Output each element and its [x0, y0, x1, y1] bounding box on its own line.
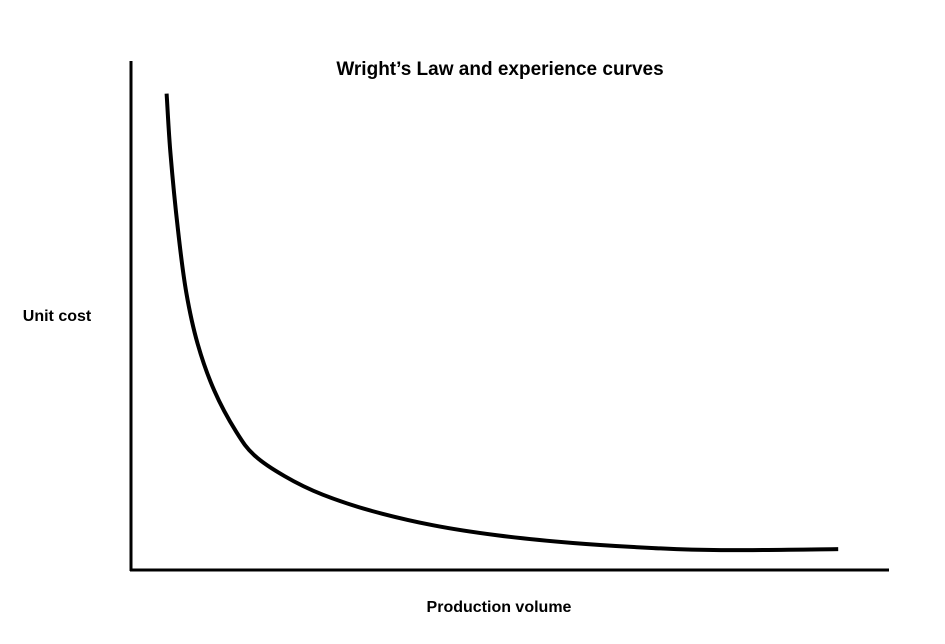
- y-axis-label: Unit cost: [23, 308, 92, 325]
- chart-title: Wright’s Law and experience curves: [336, 59, 663, 80]
- experience-curve-line-0: [164, 93, 839, 553]
- series-layer: [164, 93, 839, 553]
- x-axis-label: Production volume: [427, 599, 572, 616]
